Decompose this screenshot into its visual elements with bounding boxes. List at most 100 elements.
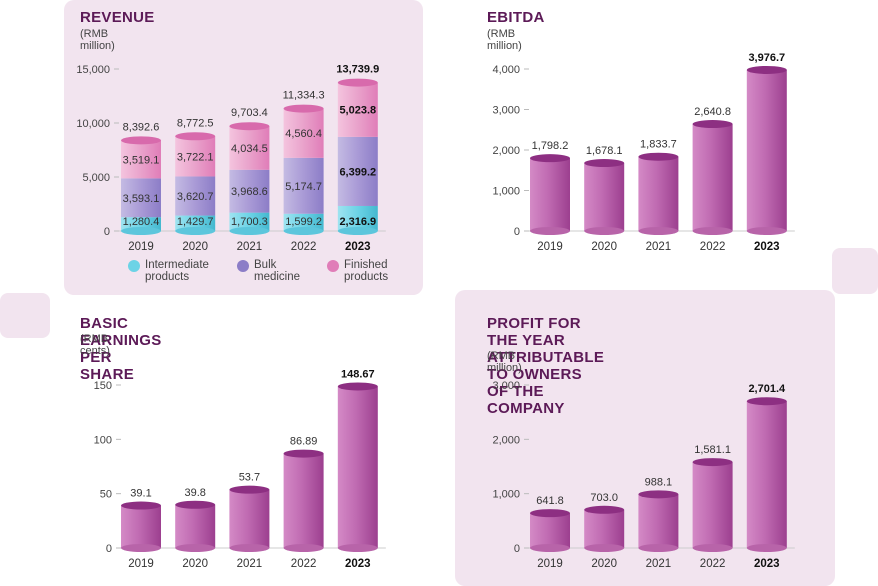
y-axis: 0 1,000 2,000 3,000 4,000: [492, 64, 529, 238]
legend-label: Intermediate: [145, 259, 209, 271]
data-label: 53.7: [239, 472, 260, 484]
bar-body: [692, 462, 733, 548]
segment-label: 3,968.6: [231, 186, 268, 198]
bar-top: [584, 159, 625, 168]
x-tick-label: 2021: [237, 558, 263, 570]
x-tick-label: 2023: [345, 241, 371, 253]
y-tick-label: 5,000: [82, 172, 110, 184]
y-axis: 0 5,000 10,000 15,000: [76, 64, 119, 238]
y-tick-label: 0: [514, 543, 520, 555]
bar-top: [229, 485, 270, 494]
data-label: 1,581.1: [694, 444, 731, 456]
segment-label: 3,519.1: [123, 154, 160, 166]
bar-body: [530, 158, 570, 231]
bar: [584, 159, 625, 235]
bar-segment: [121, 178, 161, 218]
x-tick-label: 2020: [182, 241, 208, 253]
segment-label: 1,599.2: [285, 216, 322, 228]
chart-title-line: PROFIT FOR THE YEAR ATTRIBUTABLE: [487, 315, 605, 366]
data-label: 703.0: [590, 492, 618, 504]
bar-base: [692, 544, 733, 552]
data-label: 86.89: [290, 436, 318, 448]
bar: [337, 382, 378, 552]
segment-label: 2,316.9: [339, 216, 376, 228]
bar-top: [175, 500, 216, 509]
bar-body: [746, 401, 787, 548]
segment-label: 1,700.3: [231, 216, 268, 228]
bar-segment: [337, 136, 378, 206]
bar-base: [638, 227, 679, 235]
bar: [746, 65, 787, 235]
stacked-bar: [229, 122, 270, 235]
y-tick-label: 2,000: [492, 145, 520, 157]
x-tick-label: 2019: [537, 241, 563, 253]
chart-subtitle: (RMB million): [80, 28, 115, 52]
segment-label: 3,722.1: [177, 151, 214, 163]
data-label: 1,798.2: [532, 140, 569, 152]
stacked-bar: [175, 132, 216, 235]
bar-top: [692, 120, 733, 129]
legend-swatch-bulk: [237, 260, 249, 272]
bar-segment: [337, 205, 378, 231]
bar-segment: [175, 215, 216, 231]
x-tick-label: 2023: [754, 241, 780, 253]
legend-swatch-intermediate: [128, 260, 140, 272]
total-label: 13,739.9: [336, 64, 379, 76]
bar-base: [530, 544, 570, 552]
data-label: 1,833.7: [640, 139, 677, 151]
segment-label: 1,280.4: [123, 216, 160, 228]
x-tick-label: 2021: [646, 241, 672, 253]
x-tick-label: 2022: [291, 241, 317, 253]
bar-base: [584, 227, 625, 235]
chart-title-line: TO OWNERS OF THE COMPANY: [487, 366, 582, 417]
bar-base: [584, 544, 625, 552]
bar: [121, 501, 161, 552]
x-tick-label: 2020: [182, 558, 208, 570]
segment-label: 4,034.5: [231, 143, 268, 155]
x-tick-label: 2022: [291, 558, 317, 570]
bar-base: [229, 227, 270, 235]
bar-segment: [175, 176, 216, 216]
bar-body: [638, 156, 679, 231]
x-tick-label: 2019: [537, 558, 563, 570]
bar-base: [175, 227, 216, 235]
chart-title: EBITDA: [487, 9, 545, 26]
bar-base: [175, 544, 216, 552]
y-axis: 0 50 100 150: [94, 380, 121, 555]
total-label: 8,772.5: [177, 117, 214, 129]
bar-base: [121, 227, 161, 235]
bar-top: [746, 397, 787, 406]
total-label: 9,703.4: [231, 107, 268, 119]
x-tick-label: 2023: [754, 558, 780, 570]
bar-top: [283, 104, 324, 113]
chart-subtitle: (RMB cents): [80, 333, 110, 357]
bar-base: [337, 227, 378, 235]
bar-base: [692, 227, 733, 235]
bar-body: [337, 386, 378, 548]
bar-body: [121, 505, 161, 548]
bar-top: [692, 458, 733, 467]
y-tick-label: 0: [104, 226, 110, 238]
bar-top: [337, 78, 378, 87]
stacked-bar: [283, 104, 324, 235]
y-tick-label: 0: [514, 226, 520, 238]
segment-label: 5,174.7: [285, 181, 322, 193]
y-tick-label: 3,000: [492, 380, 520, 392]
bar-segment: [121, 140, 161, 179]
y-tick-label: 100: [94, 434, 112, 446]
bar-base: [746, 227, 787, 235]
y-tick-label: 150: [94, 380, 112, 392]
bar: [692, 120, 733, 235]
bar-top: [121, 136, 161, 145]
bar-segment: [229, 212, 270, 231]
bar-body: [530, 513, 570, 548]
stacked-bar: [121, 136, 161, 235]
chart-subtitle: (RMB million): [487, 28, 522, 52]
bar: [584, 505, 625, 552]
bar-top: [584, 505, 625, 514]
segment-label: 4,560.4: [285, 128, 322, 140]
bar-base: [229, 544, 270, 552]
x-tick-label: 2021: [646, 558, 672, 570]
